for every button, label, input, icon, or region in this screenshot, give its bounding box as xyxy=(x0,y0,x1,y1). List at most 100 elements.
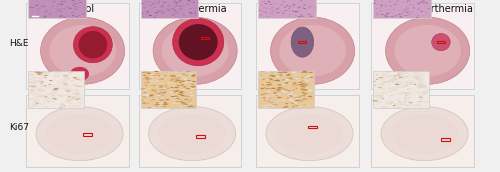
Ellipse shape xyxy=(190,95,194,96)
Ellipse shape xyxy=(292,107,294,108)
Ellipse shape xyxy=(34,99,40,100)
Ellipse shape xyxy=(48,84,51,85)
Ellipse shape xyxy=(293,6,295,7)
Ellipse shape xyxy=(34,85,37,87)
Ellipse shape xyxy=(266,84,270,85)
Ellipse shape xyxy=(172,103,176,104)
Ellipse shape xyxy=(258,77,263,78)
Ellipse shape xyxy=(36,16,39,17)
Ellipse shape xyxy=(269,98,274,99)
Ellipse shape xyxy=(418,3,420,4)
Ellipse shape xyxy=(292,85,294,86)
Ellipse shape xyxy=(44,97,49,98)
Ellipse shape xyxy=(38,89,42,90)
Ellipse shape xyxy=(72,93,78,94)
Ellipse shape xyxy=(303,93,308,94)
Ellipse shape xyxy=(420,11,423,12)
Ellipse shape xyxy=(398,16,400,17)
Ellipse shape xyxy=(410,83,416,84)
Ellipse shape xyxy=(386,16,389,17)
Ellipse shape xyxy=(187,96,190,97)
Ellipse shape xyxy=(303,89,308,91)
Ellipse shape xyxy=(172,84,176,85)
Ellipse shape xyxy=(174,81,178,82)
Ellipse shape xyxy=(266,16,268,17)
Ellipse shape xyxy=(28,74,34,75)
Ellipse shape xyxy=(50,93,55,94)
Ellipse shape xyxy=(276,77,280,78)
Ellipse shape xyxy=(160,94,164,95)
Ellipse shape xyxy=(395,84,399,85)
Ellipse shape xyxy=(284,90,288,91)
Ellipse shape xyxy=(183,95,187,97)
Ellipse shape xyxy=(407,94,412,95)
Ellipse shape xyxy=(74,97,80,99)
Ellipse shape xyxy=(192,87,195,88)
Ellipse shape xyxy=(392,105,396,106)
Ellipse shape xyxy=(260,95,265,97)
Ellipse shape xyxy=(414,76,420,78)
FancyBboxPatch shape xyxy=(258,71,314,108)
Ellipse shape xyxy=(276,79,280,80)
Ellipse shape xyxy=(398,83,403,85)
Ellipse shape xyxy=(152,106,157,107)
Ellipse shape xyxy=(278,74,283,75)
Ellipse shape xyxy=(152,106,155,107)
Ellipse shape xyxy=(191,84,194,85)
Ellipse shape xyxy=(270,4,272,5)
Ellipse shape xyxy=(76,79,80,80)
Ellipse shape xyxy=(268,1,270,2)
Ellipse shape xyxy=(298,9,300,10)
Ellipse shape xyxy=(68,72,72,73)
FancyBboxPatch shape xyxy=(371,3,474,89)
Ellipse shape xyxy=(179,71,180,72)
Ellipse shape xyxy=(148,95,152,96)
Ellipse shape xyxy=(154,90,157,91)
Ellipse shape xyxy=(184,15,185,16)
Ellipse shape xyxy=(278,87,283,88)
Ellipse shape xyxy=(412,7,414,8)
Ellipse shape xyxy=(265,104,270,105)
Ellipse shape xyxy=(158,87,163,88)
Ellipse shape xyxy=(161,78,164,79)
Ellipse shape xyxy=(286,90,291,92)
Ellipse shape xyxy=(280,86,282,87)
Ellipse shape xyxy=(389,80,394,81)
Ellipse shape xyxy=(188,72,192,73)
Ellipse shape xyxy=(304,72,308,73)
Ellipse shape xyxy=(72,84,76,85)
Ellipse shape xyxy=(186,81,190,82)
Ellipse shape xyxy=(41,104,44,105)
Ellipse shape xyxy=(290,92,294,93)
FancyBboxPatch shape xyxy=(28,0,86,18)
Ellipse shape xyxy=(304,105,308,106)
Ellipse shape xyxy=(150,74,156,75)
Ellipse shape xyxy=(403,11,406,12)
Ellipse shape xyxy=(182,92,185,93)
Ellipse shape xyxy=(416,3,419,4)
Ellipse shape xyxy=(378,4,380,5)
Ellipse shape xyxy=(155,80,159,81)
Ellipse shape xyxy=(74,92,76,93)
Ellipse shape xyxy=(65,76,68,77)
Ellipse shape xyxy=(419,79,424,81)
Ellipse shape xyxy=(282,88,286,89)
Ellipse shape xyxy=(79,2,82,3)
Ellipse shape xyxy=(163,103,166,104)
Ellipse shape xyxy=(404,9,406,10)
Ellipse shape xyxy=(160,6,162,7)
Ellipse shape xyxy=(184,82,189,83)
Ellipse shape xyxy=(40,97,44,98)
Ellipse shape xyxy=(152,85,156,86)
Text: H&E: H&E xyxy=(9,39,29,47)
Ellipse shape xyxy=(188,106,191,107)
Ellipse shape xyxy=(390,102,393,103)
Ellipse shape xyxy=(144,4,145,5)
Ellipse shape xyxy=(160,90,166,92)
Ellipse shape xyxy=(293,102,298,103)
Ellipse shape xyxy=(420,85,426,87)
Ellipse shape xyxy=(418,75,424,76)
Ellipse shape xyxy=(33,101,38,102)
Ellipse shape xyxy=(308,14,310,15)
Ellipse shape xyxy=(184,99,189,100)
